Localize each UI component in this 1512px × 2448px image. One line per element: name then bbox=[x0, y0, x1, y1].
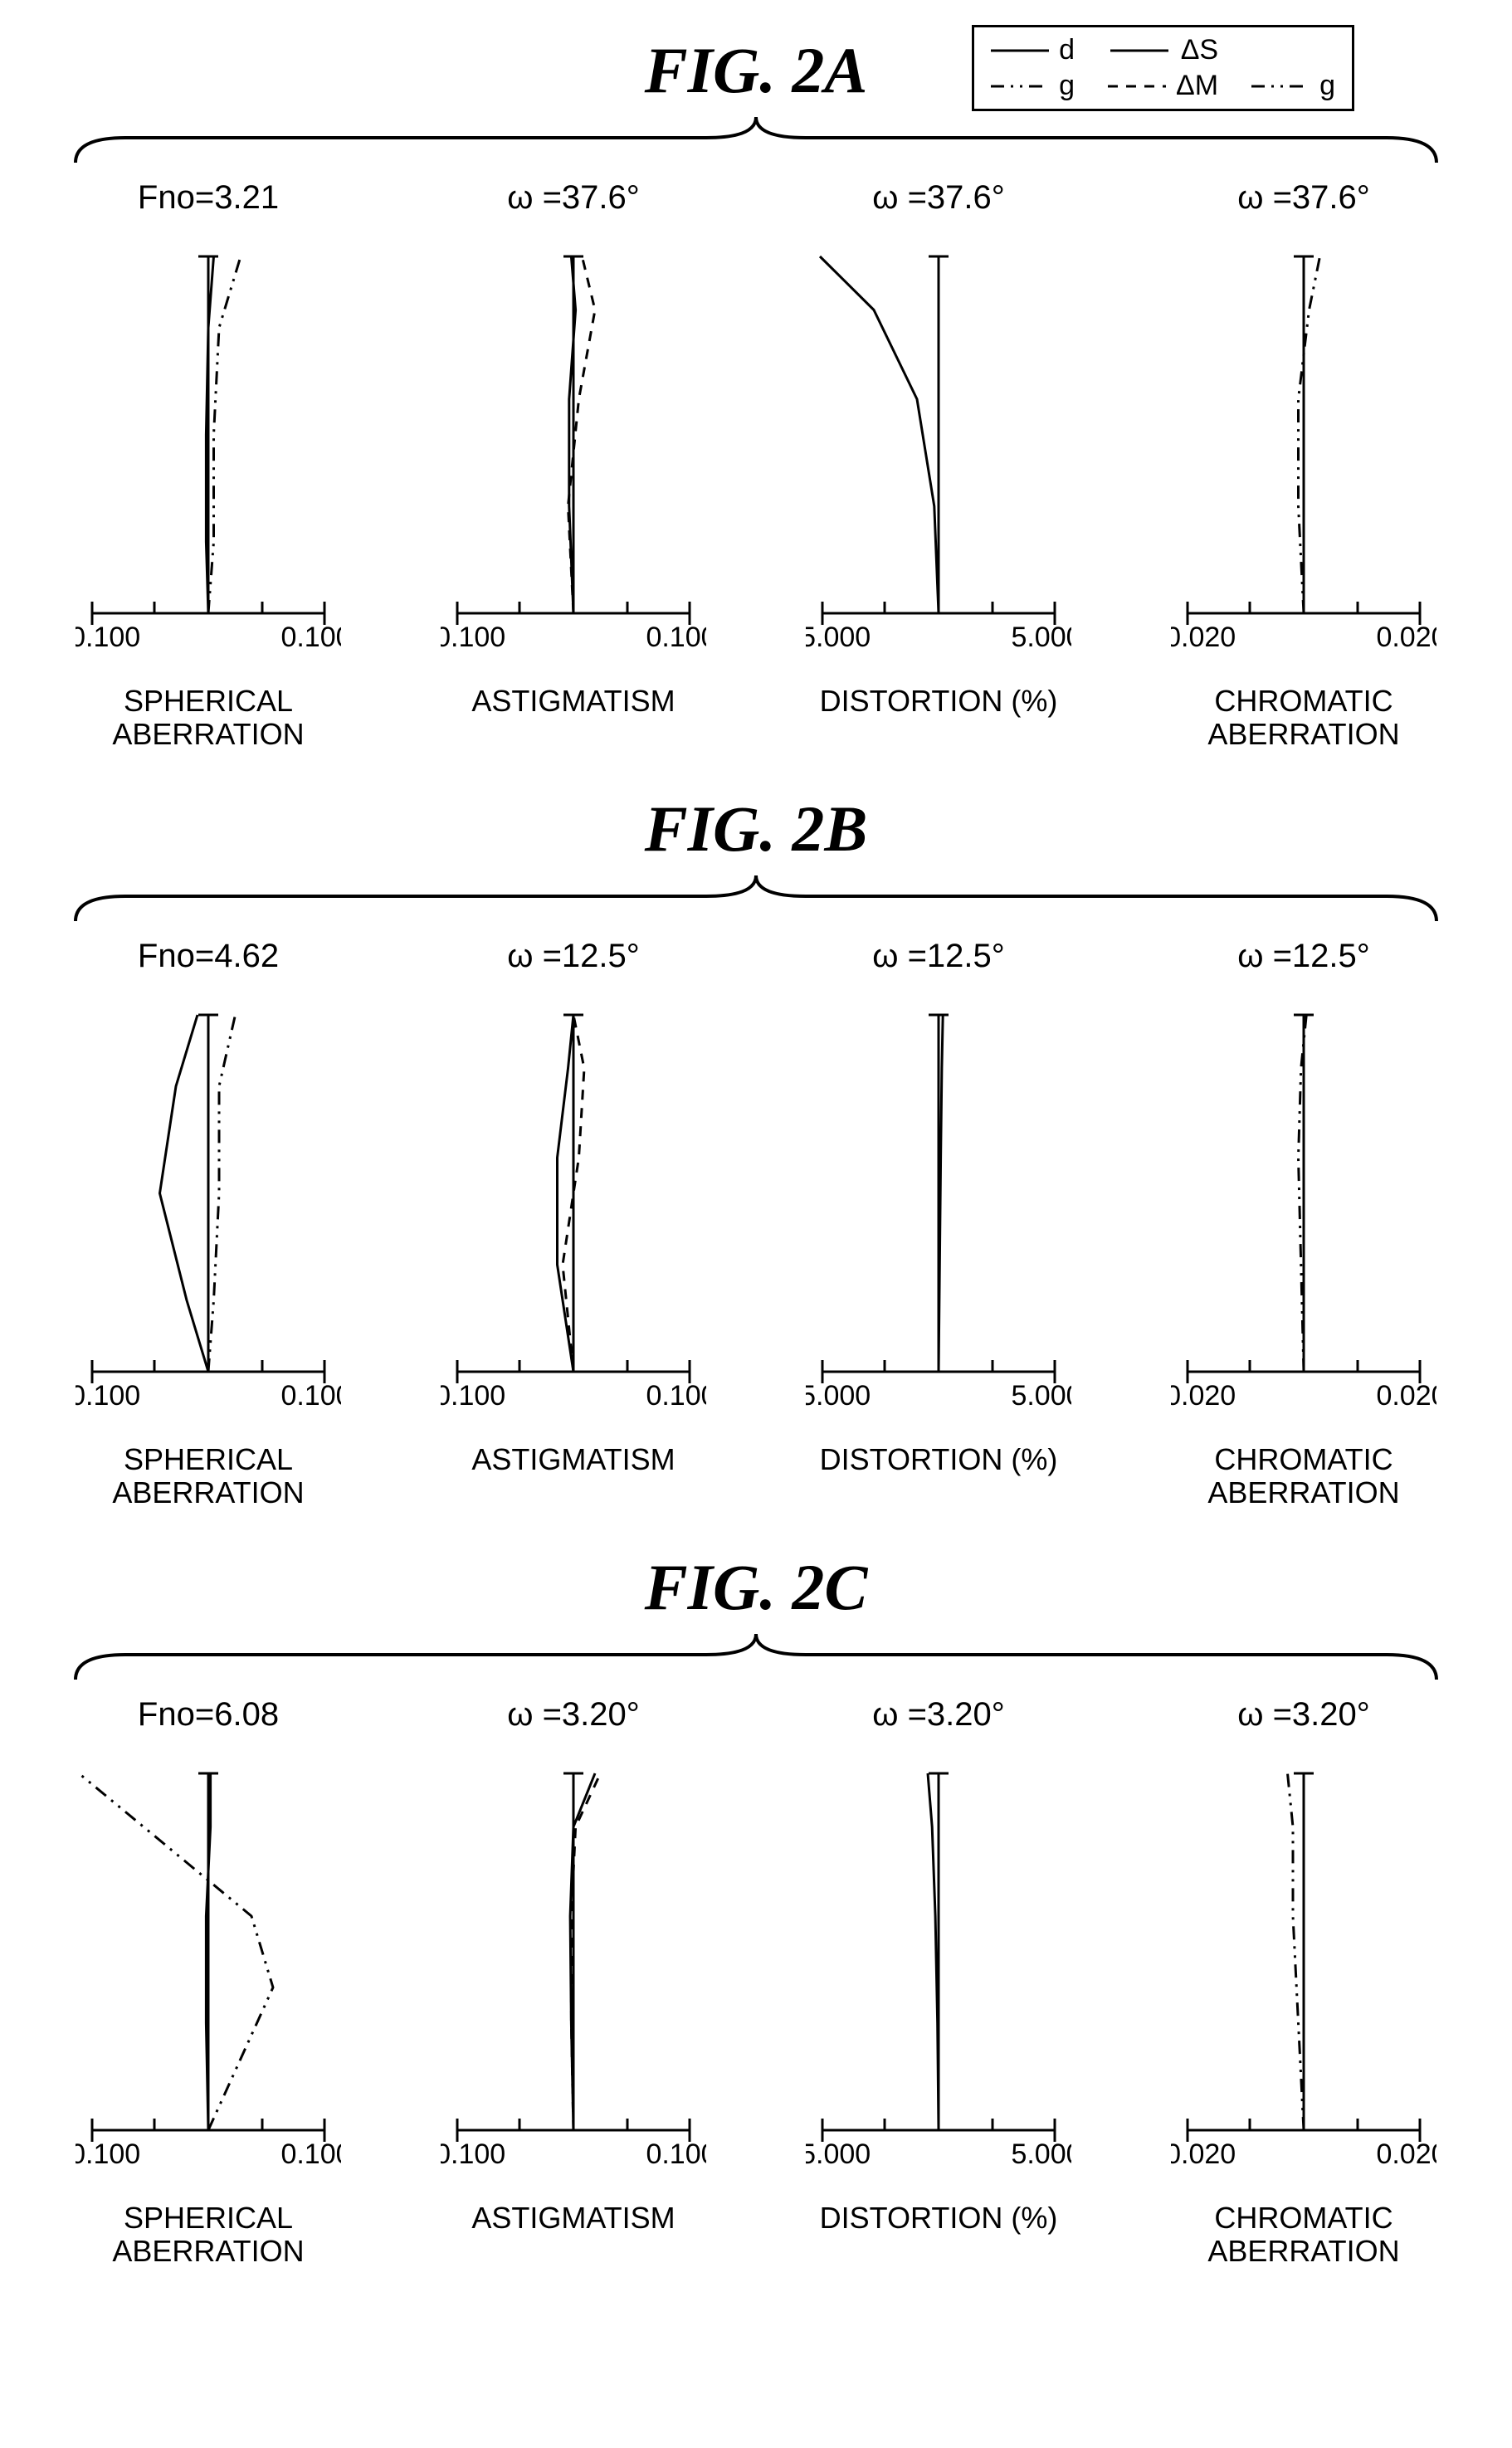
brace-icon bbox=[59, 871, 1453, 929]
plot-header: Fno=4.62 bbox=[42, 938, 374, 975]
plots-row: Fno=6.08 -0.100 0.100 SPHERICALABERRATIO… bbox=[26, 1696, 1486, 2267]
tick-label: 0.100 bbox=[646, 622, 706, 653]
plot-caption: DISTORTION (%) bbox=[773, 2202, 1105, 2235]
aberration-plot: Fno=6.08 -0.100 0.100 SPHERICALABERRATIO… bbox=[42, 1696, 374, 2267]
plot-header: ω =3.20° bbox=[407, 1696, 739, 1734]
tick-label: -0.100 bbox=[76, 1380, 140, 1412]
plot-caption: CHROMATICABERRATION bbox=[1138, 1443, 1470, 1509]
tick-label: 5.000 bbox=[1011, 1380, 1071, 1412]
tick-label: -0.100 bbox=[76, 2138, 140, 2170]
plot-caption: CHROMATICABERRATION bbox=[1138, 2202, 1470, 2267]
plot-caption: SPHERICALABERRATION bbox=[42, 685, 374, 750]
figure-title: FIG. 2C bbox=[25, 1550, 1487, 1625]
plot-header: ω =3.20° bbox=[1138, 1696, 1470, 1734]
figure-group: FIG. 2C Fno=6.08 -0.100 0.100 SPHERICALA bbox=[25, 1550, 1487, 2267]
plot-caption: DISTORTION (%) bbox=[773, 685, 1105, 718]
aberration-plot: ω =37.6° -0.020 0.020 CHROMATICABERRATIO… bbox=[1138, 179, 1470, 750]
plot-header: ω =37.6° bbox=[773, 179, 1105, 217]
plot-svg: -0.020 0.020 bbox=[1171, 223, 1436, 680]
plot-caption: ASTIGMATISM bbox=[407, 685, 739, 718]
plot-svg: -0.100 0.100 bbox=[441, 223, 706, 680]
plot-svg: -0.020 0.020 bbox=[1171, 1740, 1436, 2197]
tick-label: 5.000 bbox=[1011, 2138, 1071, 2170]
aberration-plot: ω =3.20° -5.000 5.000 DISTORTION (%) bbox=[773, 1696, 1105, 2267]
brace-icon bbox=[59, 1630, 1453, 1688]
tick-label: -5.000 bbox=[806, 2138, 871, 2170]
tick-label: -0.100 bbox=[441, 622, 505, 653]
plots-row: Fno=4.62 -0.100 0.100 SPHERICALABERRATIO… bbox=[26, 938, 1486, 1509]
plot-svg: -0.020 0.020 bbox=[1171, 982, 1436, 1438]
plot-header: ω =3.20° bbox=[773, 1696, 1105, 1734]
plot-caption: SPHERICALABERRATION bbox=[42, 2202, 374, 2267]
aberration-plot: Fno=4.62 -0.100 0.100 SPHERICALABERRATIO… bbox=[42, 938, 374, 1509]
tick-label: -5.000 bbox=[806, 622, 871, 653]
plot-header: ω =37.6° bbox=[1138, 179, 1470, 217]
figure-title: FIG. 2A bbox=[25, 33, 1487, 108]
tick-label: -0.100 bbox=[441, 1380, 505, 1412]
tick-label: -0.100 bbox=[76, 622, 140, 653]
tick-label: 0.100 bbox=[280, 2138, 341, 2170]
plot-caption: ASTIGMATISM bbox=[407, 2202, 739, 2235]
plot-svg: -5.000 5.000 bbox=[806, 223, 1071, 680]
figure-group: FIG. 2B Fno=4.62 -0.100 0.100 SPHERICALA bbox=[25, 792, 1487, 1509]
tick-label: -5.000 bbox=[806, 1380, 871, 1412]
plot-header: ω =12.5° bbox=[773, 938, 1105, 975]
tick-label: 0.100 bbox=[280, 1380, 341, 1412]
plot-header: ω =37.6° bbox=[407, 179, 739, 217]
plot-svg: -0.100 0.100 bbox=[441, 982, 706, 1438]
figure-group: FIG. 2A Fno=3.21 -0.100 0.100 SPHERICALA bbox=[25, 33, 1487, 750]
tick-label: -0.020 bbox=[1171, 2138, 1236, 2170]
aberration-plot: Fno=3.21 -0.100 0.100 SPHERICALABERRATIO… bbox=[42, 179, 374, 750]
plot-svg: -5.000 5.000 bbox=[806, 1740, 1071, 2197]
tick-label: -0.020 bbox=[1171, 1380, 1236, 1412]
tick-label: -0.020 bbox=[1171, 622, 1236, 653]
plot-svg: -0.100 0.100 bbox=[76, 982, 341, 1438]
tick-label: 0.020 bbox=[1376, 2138, 1436, 2170]
brace-icon bbox=[59, 113, 1453, 171]
tick-label: -0.100 bbox=[441, 2138, 505, 2170]
tick-label: 5.000 bbox=[1011, 622, 1071, 653]
tick-label: 0.020 bbox=[1376, 622, 1436, 653]
figure-title: FIG. 2B bbox=[25, 792, 1487, 866]
plot-header: ω =12.5° bbox=[407, 938, 739, 975]
aberration-plot: ω =3.20° -0.100 0.100 ASTIGMATISM bbox=[407, 1696, 739, 2267]
aberration-plot: ω =37.6° -0.100 0.100 ASTIGMATISM bbox=[407, 179, 739, 750]
tick-label: 0.020 bbox=[1376, 1380, 1436, 1412]
plot-svg: -0.100 0.100 bbox=[441, 1740, 706, 2197]
tick-label: 0.100 bbox=[646, 1380, 706, 1412]
aberration-plot: ω =37.6° -5.000 5.000 DISTORTION (%) bbox=[773, 179, 1105, 750]
plot-caption: ASTIGMATISM bbox=[407, 1443, 739, 1476]
plot-caption: SPHERICALABERRATION bbox=[42, 1443, 374, 1509]
figures-container: FIG. 2A Fno=3.21 -0.100 0.100 SPHERICALA bbox=[25, 33, 1487, 2268]
plot-caption: CHROMATICABERRATION bbox=[1138, 685, 1470, 750]
plot-header: ω =12.5° bbox=[1138, 938, 1470, 975]
plot-svg: -0.100 0.100 bbox=[76, 1740, 341, 2197]
tick-label: 0.100 bbox=[646, 2138, 706, 2170]
aberration-plot: ω =3.20° -0.020 0.020 CHROMATICABERRATIO… bbox=[1138, 1696, 1470, 2267]
aberration-plot: ω =12.5° -5.000 5.000 DISTORTION (%) bbox=[773, 938, 1105, 1509]
plot-svg: -0.100 0.100 bbox=[76, 223, 341, 680]
plot-header: Fno=3.21 bbox=[42, 179, 374, 217]
tick-label: 0.100 bbox=[280, 622, 341, 653]
aberration-plot: ω =12.5° -0.100 0.100 ASTIGMATISM bbox=[407, 938, 739, 1509]
aberration-plot: ω =12.5° -0.020 0.020 CHROMATICABERRATIO… bbox=[1138, 938, 1470, 1509]
plot-header: Fno=6.08 bbox=[42, 1696, 374, 1734]
plot-caption: DISTORTION (%) bbox=[773, 1443, 1105, 1476]
plots-row: Fno=3.21 -0.100 0.100 SPHERICALABERRATIO… bbox=[26, 179, 1486, 750]
plot-svg: -5.000 5.000 bbox=[806, 982, 1071, 1438]
